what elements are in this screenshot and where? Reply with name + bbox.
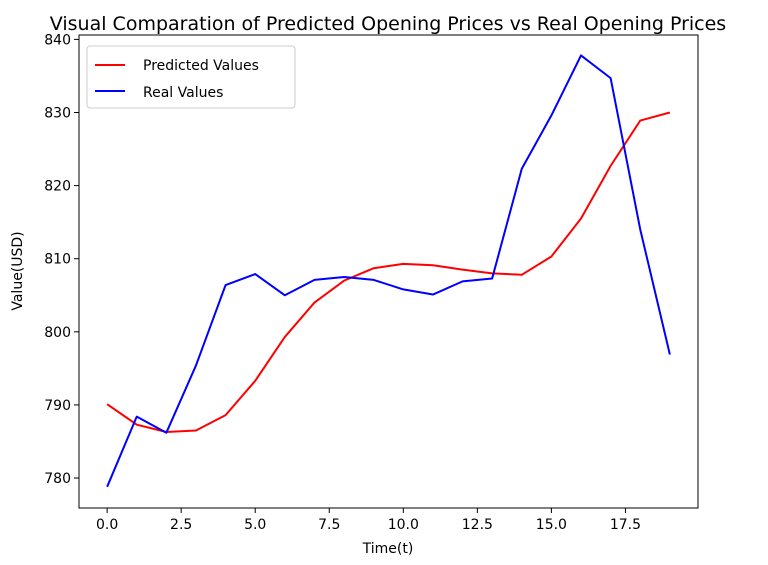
legend-box xyxy=(86,45,296,109)
x-tick-label: 17.5 xyxy=(610,517,641,533)
plot-area xyxy=(106,54,671,488)
chart-title: Visual Comparation of Predicted Opening … xyxy=(50,13,726,35)
x-tick-label: 10.0 xyxy=(388,517,419,533)
x-tick-label: 2.5 xyxy=(170,517,192,533)
y-tick-label: 830 xyxy=(44,105,71,121)
x-tick-label: 15.0 xyxy=(536,517,567,533)
x-axis-label: Time(t) xyxy=(362,541,414,557)
series-line-real-values xyxy=(106,54,671,488)
x-tick-label: 5.0 xyxy=(244,517,266,533)
legend: Predicted Values Real Values xyxy=(86,45,296,109)
y-axis: 780 790 800 810 820 830 840 xyxy=(44,32,79,487)
legend-label-predicted-values: Predicted Values xyxy=(143,58,259,74)
x-axis: 0.0 2.5 5.0 7.5 10.0 12.5 15.0 17.5 xyxy=(96,508,641,533)
series-line-predicted-values xyxy=(106,111,671,433)
y-tick-label: 800 xyxy=(44,325,71,341)
y-tick-label: 820 xyxy=(44,179,71,195)
y-axis-label: Value(USD) xyxy=(10,231,26,310)
y-tick-label: 810 xyxy=(44,252,71,268)
x-tick-label: 0.0 xyxy=(96,517,118,533)
y-tick-label: 780 xyxy=(44,471,71,487)
x-tick-label: 12.5 xyxy=(462,517,493,533)
legend-label-real-values: Real Values xyxy=(143,85,223,101)
y-tick-label: 790 xyxy=(44,398,71,414)
axes-frame xyxy=(78,34,699,509)
y-tick-label: 840 xyxy=(44,32,71,48)
x-tick-label: 7.5 xyxy=(318,517,340,533)
